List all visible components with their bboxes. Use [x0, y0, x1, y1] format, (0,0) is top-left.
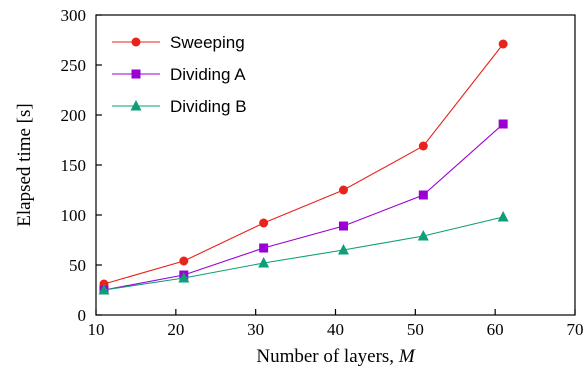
legend-marker-dividing-b [130, 100, 142, 111]
y-tick-label: 300 [61, 6, 87, 25]
legend-item-dividing-a: Dividing A [112, 65, 246, 84]
data-point-dividing-b [98, 284, 110, 295]
data-point-dividing-b [497, 211, 509, 222]
x-tick-label: 60 [487, 320, 504, 339]
series-sweeping [99, 39, 508, 289]
data-point-sweeping [179, 256, 189, 266]
x-tick-label: 20 [167, 320, 184, 339]
data-point-dividing-a [498, 119, 508, 129]
legend-marker-sweeping [131, 37, 141, 47]
data-point-sweeping [498, 39, 508, 49]
y-tick-label: 250 [61, 56, 87, 75]
series-line-dividing-b [103, 216, 504, 291]
data-point-dividing-a [338, 221, 348, 231]
legend-item-sweeping: Sweeping [112, 33, 245, 52]
data-point-sweeping [418, 141, 428, 151]
x-tick-label: 40 [327, 320, 344, 339]
legend-label-dividing-b: Dividing B [170, 97, 247, 116]
data-point-sweeping [338, 185, 348, 195]
ticks-layer: 10 20 30 40 50 60 70 0 50 100 150 200 250 300 [61, 6, 584, 339]
x-tick-label: 50 [407, 320, 424, 339]
data-point-sweeping [259, 218, 269, 228]
series-layer [98, 39, 509, 295]
x-axis-label-text: Number of layers, [256, 346, 398, 367]
y-tick-label: 50 [69, 256, 86, 275]
data-point-dividing-b [178, 272, 190, 283]
series-line-dividing-a [103, 123, 504, 291]
x-tick-label: 70 [567, 320, 584, 339]
series-dividing-b [98, 211, 509, 295]
plot-frame [95, 14, 576, 316]
legend-marker-dividing-a [131, 69, 141, 79]
x-tick-label: 30 [247, 320, 264, 339]
series-line-sweeping [103, 43, 504, 285]
legend-label-sweeping: Sweeping [170, 33, 245, 52]
y-tick-label: 200 [61, 106, 87, 125]
x-tick-label: 10 [88, 320, 105, 339]
y-axis-label: Elapsed time [s] [14, 103, 35, 226]
data-point-dividing-b [417, 230, 429, 241]
legend: Sweeping Dividing A Dividing B [112, 33, 247, 116]
y-tick-label: 0 [78, 306, 87, 325]
legend-label-dividing-a: Dividing A [170, 65, 246, 84]
data-point-dividing-a [259, 243, 269, 253]
x-axis-label: Number of layers, M [256, 346, 415, 367]
data-point-dividing-b [258, 257, 270, 268]
y-tick-label: 150 [61, 156, 87, 175]
y-tick-label: 100 [61, 206, 87, 225]
data-point-dividing-b [337, 244, 349, 255]
legend-item-dividing-b: Dividing B [112, 97, 247, 116]
data-point-dividing-a [418, 190, 428, 200]
x-axis-label-variable: M [398, 346, 416, 367]
